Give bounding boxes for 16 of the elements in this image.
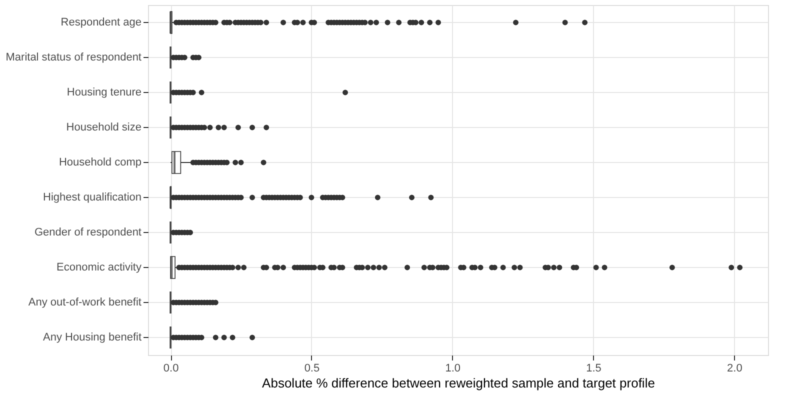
x-tick-label: 0.5	[304, 362, 320, 374]
y-tick-label: Any out-of-work benefit	[28, 296, 142, 308]
y-tick-label: Household comp	[58, 156, 142, 168]
y-tick-label: Economic activity	[56, 262, 142, 274]
x-tick-label: 0.0	[163, 362, 179, 374]
y-tick-label: Gender of respondent	[34, 226, 142, 238]
x-tick-label: 1.5	[586, 362, 602, 374]
y-tick-label: Marital status of respondent	[6, 52, 142, 64]
x-axis-title: Absolute % difference between reweighted sample and target profile	[262, 376, 655, 390]
y-tick-label: Highest qualification	[43, 192, 142, 204]
y-tick-label: Household size	[66, 122, 142, 134]
x-tick-label: 2.0	[727, 362, 742, 374]
y-tick-label: Housing tenure	[66, 86, 142, 98]
x-tick-label: 1.0	[445, 362, 461, 374]
y-tick-label: Respondent age	[60, 16, 142, 28]
y-tick-label: Any Housing benefit	[43, 332, 142, 344]
